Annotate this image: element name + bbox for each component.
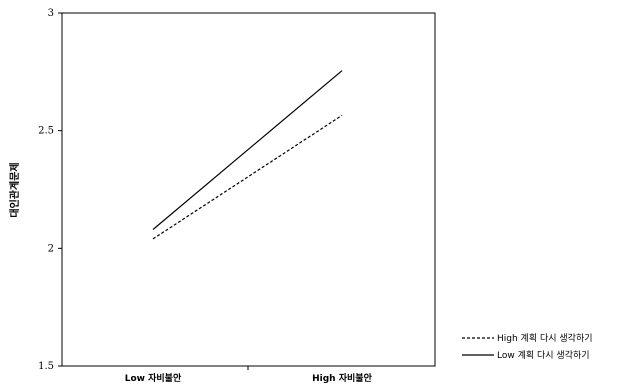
x-category-label: Low 자비불안: [125, 372, 182, 384]
series-line-low-replanning: [152, 70, 343, 230]
series-line-high-replanning: [152, 114, 343, 240]
y-tick-label: 1.5: [38, 361, 54, 372]
legend-label: Low 계획 다시 생각하기: [497, 349, 590, 361]
y-tick-label: 3: [48, 8, 54, 19]
y-tick-label: 2.5: [38, 126, 54, 137]
legend: High 계획 다시 생각하기 Low 계획 다시 생각하기: [462, 332, 593, 361]
legend-label: High 계획 다시 생각하기: [497, 332, 593, 344]
x-axis-ticks: Low 자비불안 High 자비불안: [125, 366, 373, 384]
x-category-label: High 자비불안: [312, 372, 372, 384]
plot-area: [61, 12, 436, 367]
y-axis-ticks: 1.5 2 2.5 3: [38, 8, 62, 372]
y-axis-label: 대인관계문제: [8, 162, 21, 217]
y-tick-label: 2: [48, 243, 54, 254]
series-layer: [152, 70, 343, 240]
